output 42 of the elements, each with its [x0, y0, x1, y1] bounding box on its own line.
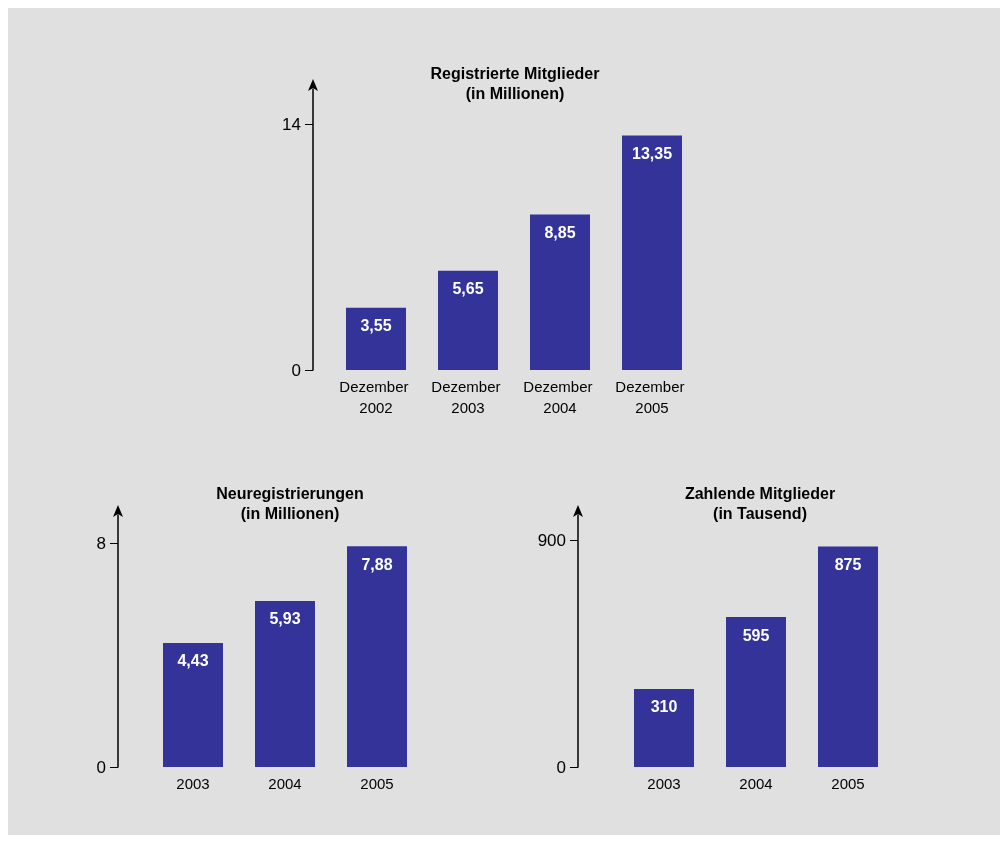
bar: [346, 307, 406, 370]
data-label: 5,93: [269, 610, 301, 628]
x-tick-label: 2003: [647, 775, 681, 792]
bar: [438, 270, 498, 370]
x-tick-label: 2005: [831, 775, 865, 792]
chart-title: Zahlende Mitglieder: [684, 484, 836, 502]
x-tick-label: Dezember 2004: [523, 378, 597, 416]
bar: [622, 135, 682, 370]
y-tick-label: 8: [96, 533, 106, 553]
x-tick-label: 2003: [176, 775, 210, 792]
data-label: 3,55: [360, 317, 392, 335]
x-tick-label: Dezember 2005: [615, 378, 689, 416]
x-tick-label: 2005: [360, 775, 394, 792]
bar: [163, 642, 223, 767]
data-label: 595: [742, 626, 770, 644]
x-tick-label: 2004: [268, 775, 302, 792]
chart-title: Registrierte Mitglieder: [430, 64, 600, 82]
y-tick-label: 0: [96, 757, 106, 777]
data-label: 310: [650, 698, 678, 716]
chart-subtitle: (in Millionen): [465, 84, 565, 102]
bar: [634, 688, 694, 767]
data-label: 7,88: [361, 555, 393, 573]
bar: [347, 546, 407, 767]
bar: [530, 214, 590, 370]
bar: [255, 600, 315, 767]
data-label: 4,43: [177, 652, 209, 670]
data-label: 13,35: [631, 145, 673, 163]
chart-title: Neuregistrierungen: [216, 484, 364, 502]
data-label: 875: [834, 556, 862, 573]
y-tick-label: 14: [282, 114, 301, 134]
y-tick-label: 0: [556, 757, 566, 777]
data-label: 5,65: [452, 280, 484, 298]
x-tick-label: 2004: [739, 775, 773, 792]
x-tick-label: Dezember 2002: [339, 378, 413, 416]
bar: [818, 546, 878, 767]
data-label: 8,85: [544, 224, 576, 242]
y-tick-label: 0: [291, 360, 301, 380]
chart-subtitle: (in Millionen): [240, 504, 340, 522]
bar: [726, 617, 786, 767]
y-tick-label: 900: [537, 530, 566, 550]
x-tick-label: Dezember 2003: [431, 378, 505, 416]
chart-subtitle: (in Tausend): [713, 504, 807, 522]
